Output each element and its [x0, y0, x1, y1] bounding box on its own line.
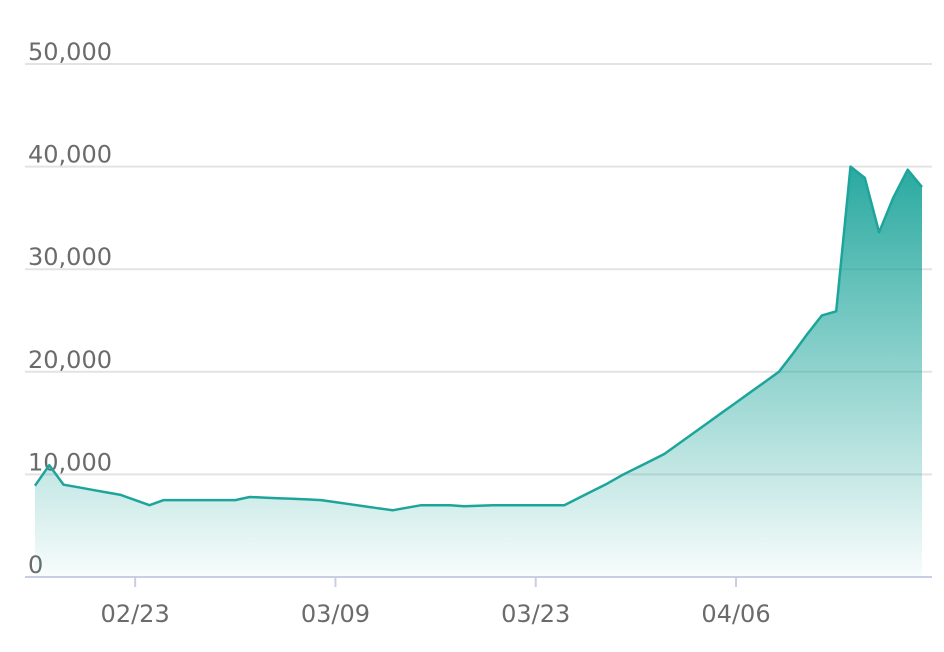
y-tick-label: 30,000 [28, 243, 112, 271]
x-tick-label: 02/23 [101, 600, 170, 628]
x-tick-label: 03/09 [301, 600, 370, 628]
y-tick-label: 10,000 [28, 448, 112, 476]
y-tick-label: 20,000 [28, 346, 112, 374]
line [33, 165, 923, 512]
x-tick-label: 03/23 [501, 600, 570, 628]
y-tick-label: 50,000 [28, 38, 112, 66]
y-tick-label: 40,000 [28, 141, 112, 169]
x-tick-label: 04/06 [701, 600, 770, 628]
area [35, 166, 922, 577]
